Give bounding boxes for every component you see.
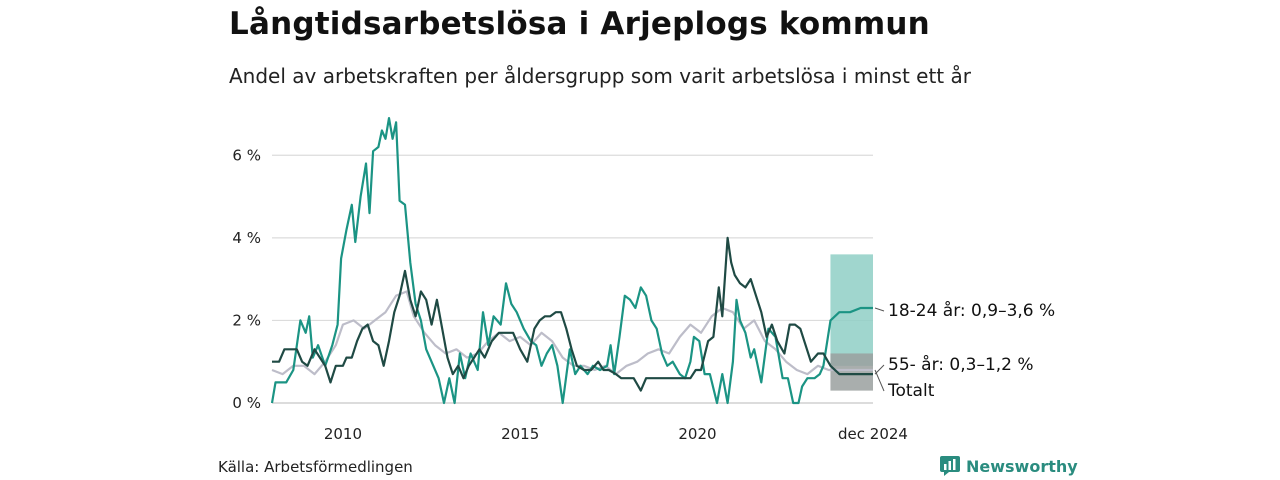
old-series-line [272, 236, 873, 392]
old-series-label: 55- år: 0,3–1,2 % [888, 354, 1034, 375]
y-tick-label: 0 % [232, 394, 261, 412]
brand-name: Newsworthy [966, 456, 1078, 476]
chart-subtitle: Andel av arbetskraften per åldersgrupp s… [229, 64, 971, 88]
newsworthy-logo[interactable]: Newsworthy [940, 456, 1078, 476]
young-uncertainty-band [830, 254, 873, 366]
y-tick-label: 6 % [232, 146, 261, 164]
y-tick-label: 4 % [232, 229, 261, 247]
chart-title: Långtidsarbetslösa i Arjeplogs kommun [229, 6, 930, 42]
x-tick-label: 2015 [501, 425, 539, 443]
total-series-label: Totalt [887, 381, 935, 401]
newsworthy-bar-icon [940, 456, 960, 476]
young-series-label: 18-24 år: 0,9–3,6 % [888, 300, 1055, 321]
x-tick-label: 2010 [324, 425, 362, 443]
y-tick-label: 2 % [232, 311, 261, 329]
source-note: Källa: Arbetsförmedlingen [218, 458, 413, 476]
x-tick-label: 2020 [678, 425, 716, 443]
total-label-leader [874, 369, 885, 392]
x-tick-label: dec 2024 [838, 425, 908, 443]
young-label-leader [874, 307, 885, 312]
young-series-line [270, 117, 873, 405]
